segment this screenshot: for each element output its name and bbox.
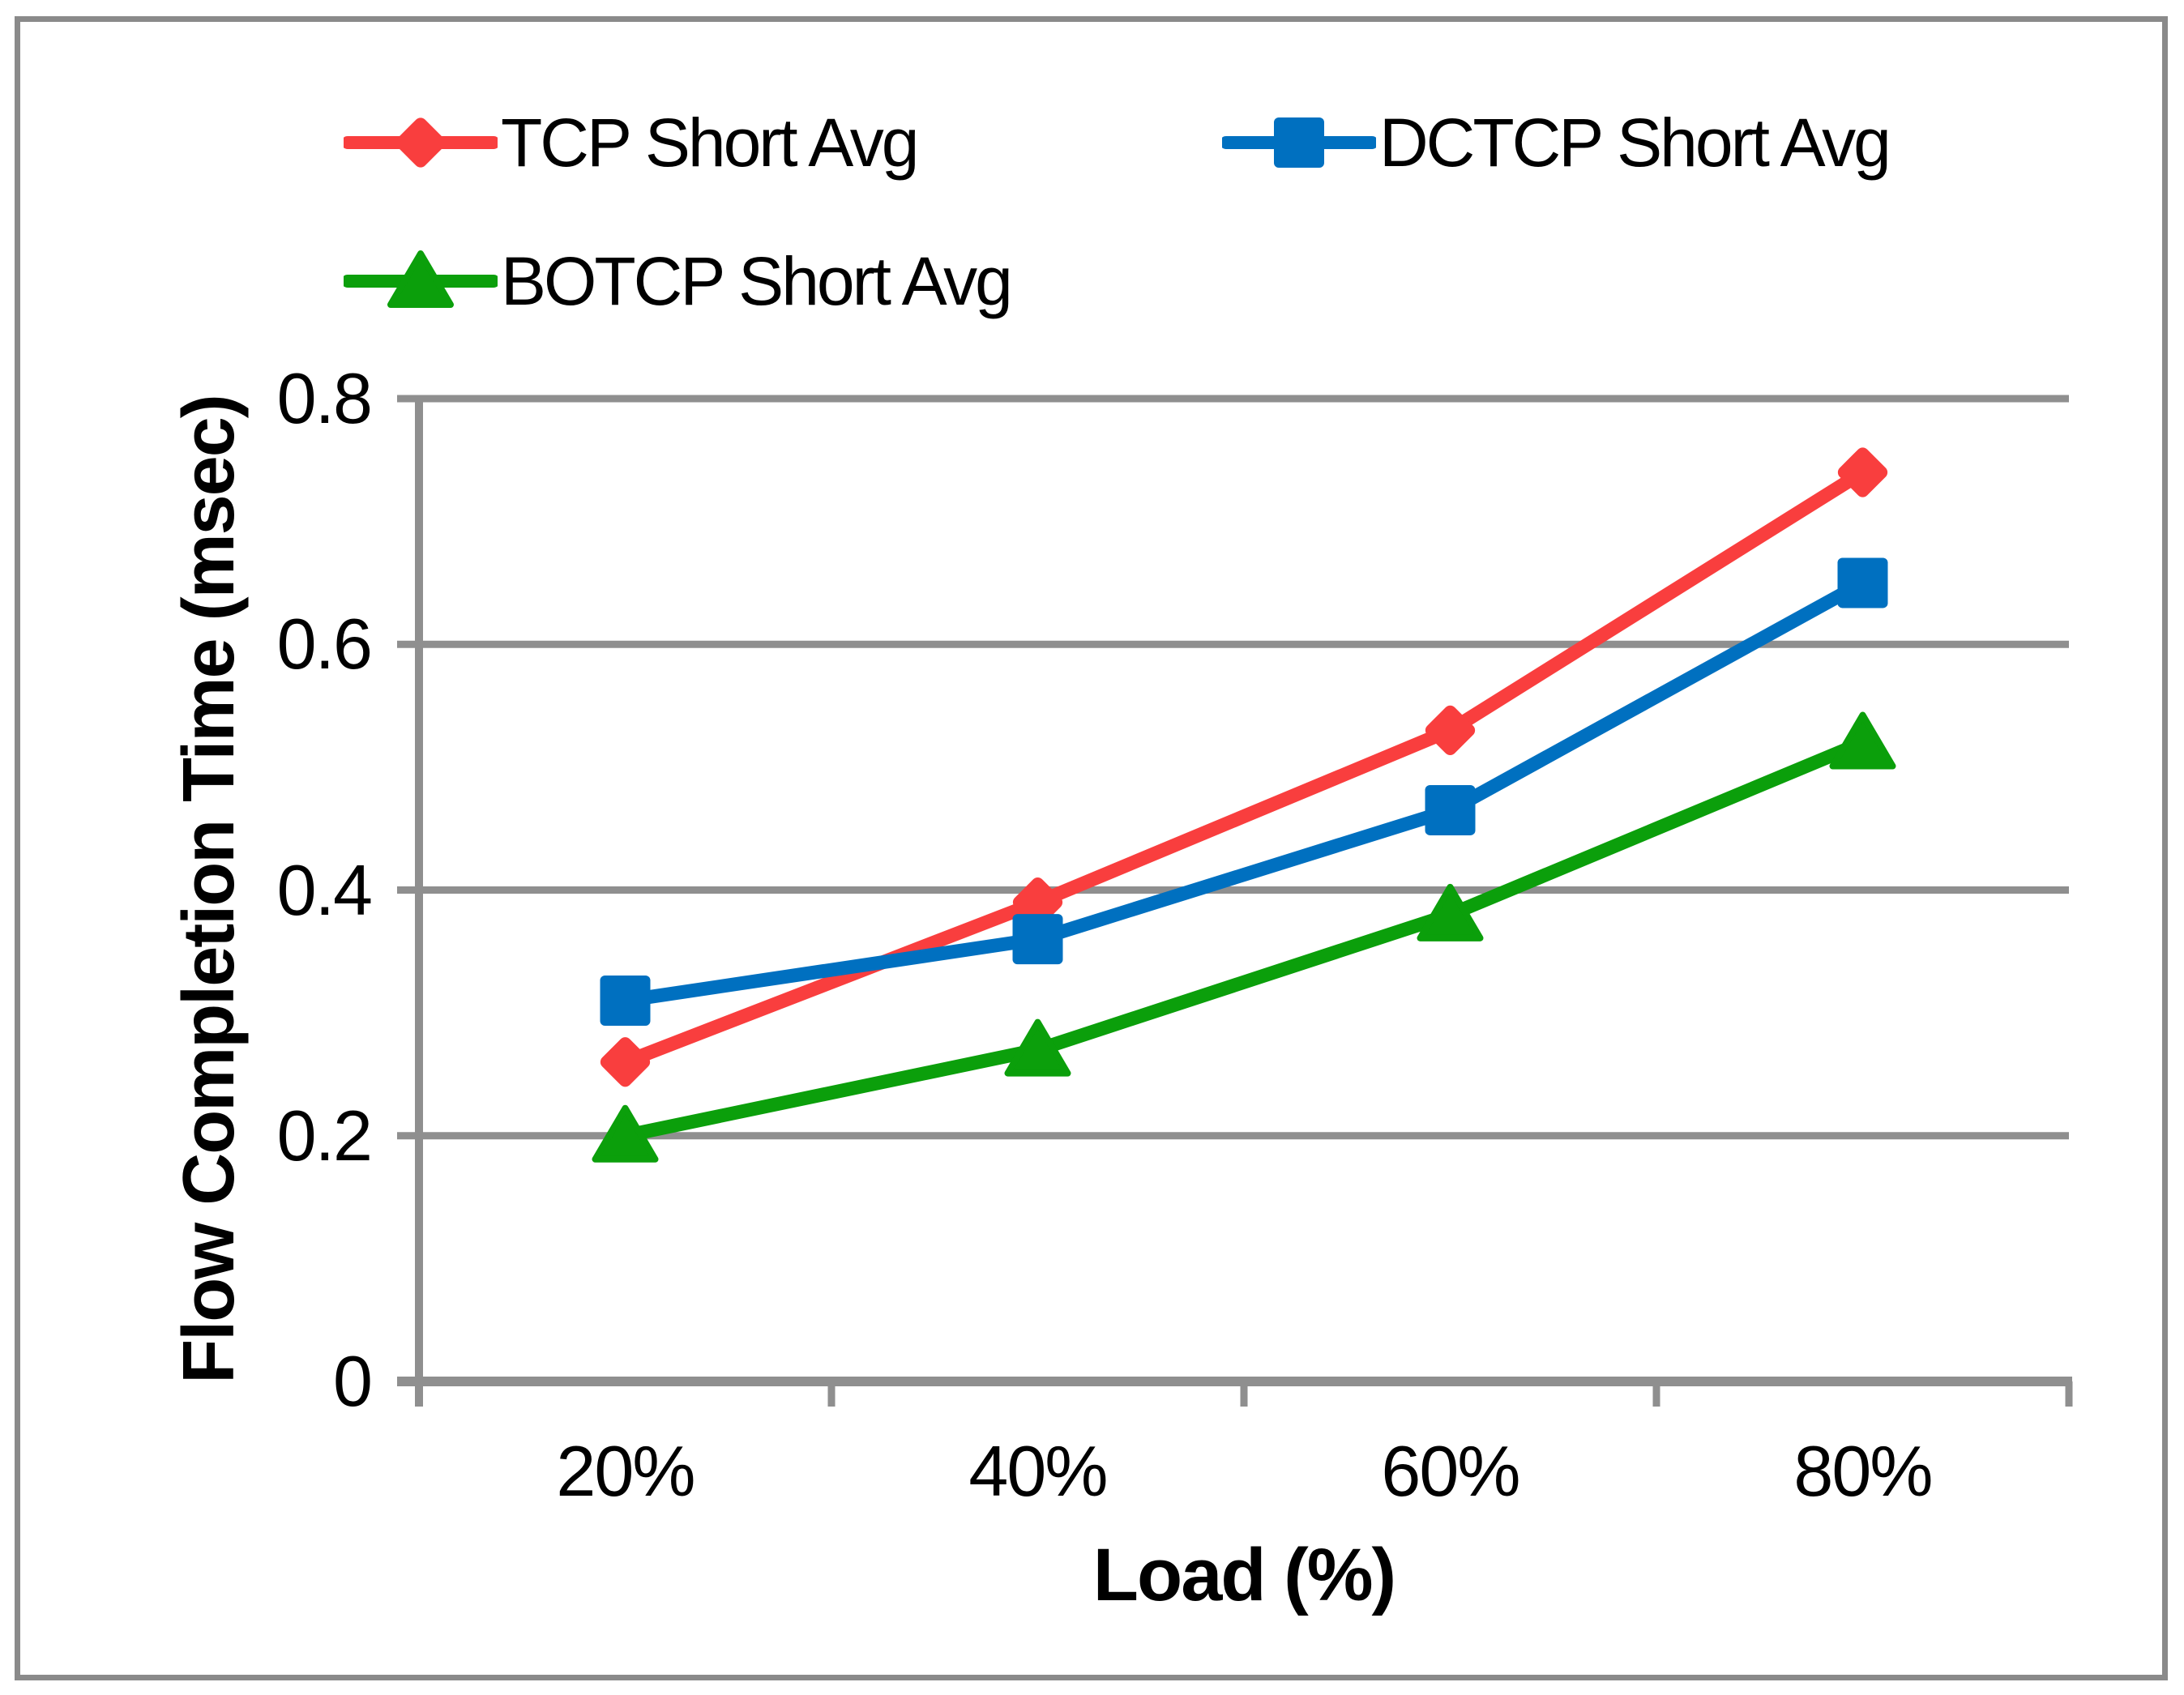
diamond-marker-icon — [1837, 447, 1888, 497]
legend-item-dctcp: DCTCP Short Avg — [1222, 102, 1891, 183]
tcp-series-swatch-icon — [344, 117, 498, 168]
legend-label-tcp: TCP Short Avg — [501, 104, 920, 181]
triangle-marker-icon — [1417, 883, 1484, 941]
x-tick-label-80%: 80% — [1793, 1431, 1933, 1511]
y-tick-label-0.4: 0.4 — [276, 849, 373, 930]
series-line-0 — [618, 465, 1870, 1070]
legend-item-botcp: BOTCP Short Avg — [344, 241, 1013, 322]
square-marker-icon — [600, 975, 651, 1026]
triangle-marker-icon — [1004, 1018, 1071, 1077]
square-marker-icon — [1425, 784, 1476, 835]
legend-item-tcp: TCP Short Avg — [344, 102, 920, 183]
diamond-marker-icon — [600, 1037, 651, 1087]
dctcp-series-swatch-icon — [1222, 117, 1376, 168]
square-marker-icon — [1274, 117, 1324, 168]
x-tick-label-20%: 20% — [556, 1431, 695, 1511]
triangle-marker-icon — [387, 250, 454, 308]
series-line-2 — [618, 736, 1870, 1143]
y-tick-label-0.2: 0.2 — [276, 1095, 373, 1176]
y-tick-label-0.8: 0.8 — [276, 358, 373, 438]
y-tick-label-0: 0 — [333, 1341, 373, 1421]
y-tick-label-0.6: 0.6 — [276, 604, 373, 685]
triangle-marker-icon — [1829, 711, 1896, 770]
diamond-marker-icon — [1425, 705, 1476, 756]
series-line-1 — [618, 575, 1870, 1008]
square-marker-icon — [1012, 914, 1063, 965]
figure-border — [15, 16, 2168, 1680]
botcp-series-swatch-icon — [344, 250, 498, 308]
x-axis-title: Load (%) — [1092, 1534, 1396, 1616]
triangle-marker-icon — [592, 1104, 659, 1163]
square-marker-icon — [1837, 557, 1888, 608]
legend-label-dctcp: DCTCP Short Avg — [1379, 104, 1891, 181]
legend-label-botcp: BOTCP Short Avg — [501, 242, 1013, 319]
x-tick-label-40%: 40% — [968, 1431, 1108, 1511]
x-tick-label-60%: 60% — [1381, 1431, 1520, 1511]
diamond-marker-icon — [395, 117, 446, 168]
